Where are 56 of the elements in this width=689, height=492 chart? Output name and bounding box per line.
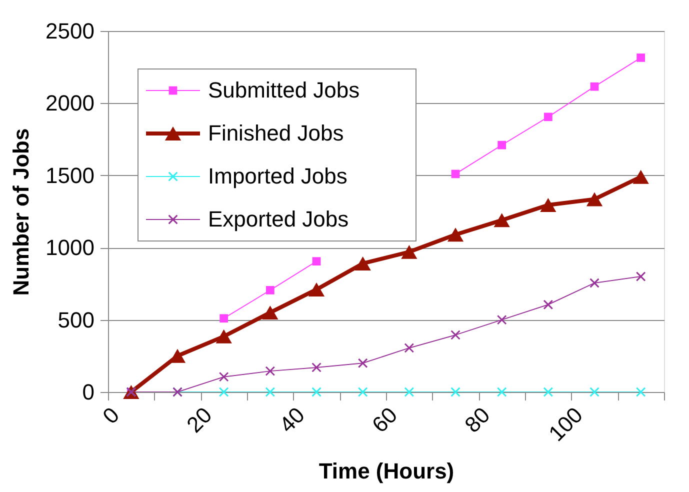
point <box>358 387 368 397</box>
y-tick-label: 1000 <box>46 235 94 260</box>
point <box>586 192 603 206</box>
x-tick-label: 40 <box>274 402 310 438</box>
point <box>220 314 228 323</box>
point <box>543 387 554 397</box>
point <box>401 244 418 259</box>
y-tick-label: 2500 <box>46 18 94 44</box>
x-tick-label: 20 <box>182 402 217 438</box>
point <box>216 329 232 344</box>
point <box>636 272 646 282</box>
point <box>590 82 599 91</box>
point <box>496 387 507 397</box>
point <box>543 300 554 310</box>
point <box>354 256 371 270</box>
y-tick-label: 500 <box>58 307 94 332</box>
point <box>447 228 464 242</box>
y-tick-label: 0 <box>82 380 94 404</box>
point <box>404 343 414 353</box>
point <box>451 170 460 178</box>
point <box>265 387 276 397</box>
x-tick-label: 80 <box>460 402 495 438</box>
x-tick-label: 0 <box>98 402 124 429</box>
y-axis-title: Number of Jobs <box>8 128 34 296</box>
point <box>450 330 460 340</box>
point <box>404 387 414 397</box>
point <box>494 213 510 228</box>
point <box>544 112 552 122</box>
point <box>450 387 460 397</box>
legend-label: Submitted Jobs <box>208 78 360 102</box>
point <box>496 314 507 325</box>
x-tick-label: 60 <box>367 402 402 438</box>
point <box>312 387 322 397</box>
x-axis-title: Time (Hours) <box>318 458 454 484</box>
point <box>636 387 646 397</box>
point <box>265 366 276 376</box>
y-tick-label: 1500 <box>46 162 94 188</box>
x-tick-label: 100 <box>544 402 588 446</box>
point <box>262 306 278 320</box>
point <box>498 140 506 150</box>
point <box>358 358 368 368</box>
point <box>266 286 274 294</box>
point <box>590 278 600 288</box>
y-tick-label: 2000 <box>46 90 94 116</box>
point <box>218 372 229 382</box>
point <box>312 257 321 266</box>
legend-label: Exported Jobs <box>208 206 349 232</box>
point <box>312 362 322 372</box>
point <box>636 54 646 62</box>
legend-label: Imported Jobs <box>208 164 348 188</box>
point <box>218 387 229 397</box>
legend-label: Finished Jobs <box>208 120 344 146</box>
point <box>590 387 600 397</box>
point <box>540 198 556 212</box>
point <box>308 282 325 296</box>
point <box>632 170 649 184</box>
